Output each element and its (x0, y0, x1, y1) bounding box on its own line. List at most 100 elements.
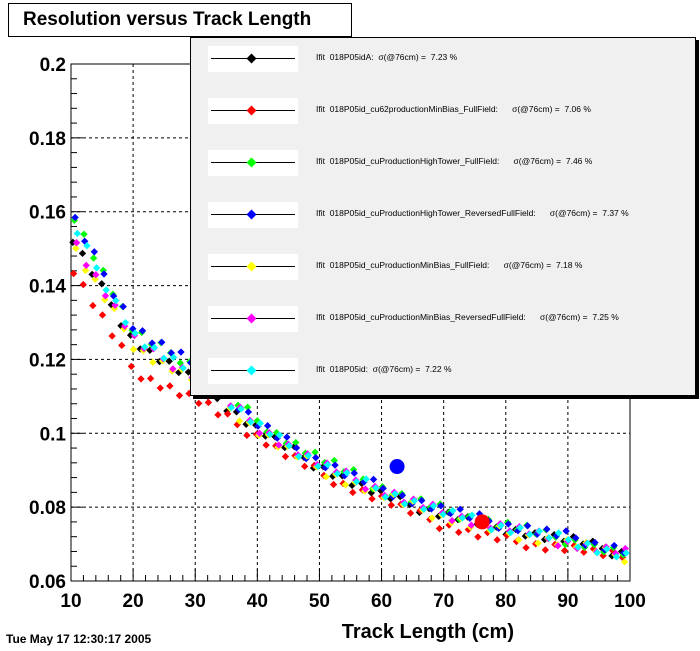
data-point (78, 249, 87, 258)
data-point (387, 501, 395, 509)
data-point (300, 462, 309, 471)
legend-swatch (208, 358, 298, 384)
data-point (331, 461, 339, 469)
legend-marker (246, 105, 257, 116)
data-point (368, 495, 376, 503)
data-point (179, 364, 187, 372)
data-point (474, 533, 482, 541)
data-point (410, 497, 418, 505)
data-point (80, 230, 88, 238)
y-tick-label: 0.08 (29, 498, 66, 519)
data-point (429, 502, 438, 510)
data-point (127, 362, 136, 371)
legend-label: Ifit 018P05id_cuProductionMinBias_Revers… (316, 312, 619, 322)
data-point (138, 327, 147, 335)
x-tick-label: 10 (60, 591, 81, 612)
data-point (71, 213, 79, 222)
data-point (398, 491, 407, 500)
legend-entry: Ifit 018P05id_cuProductionMinBias_Revers… (208, 306, 688, 332)
chart-legend: Ifit 018P05idA: σ(@76cm) = 7.23 % Ifit 01… (190, 37, 696, 396)
data-point (349, 488, 357, 497)
y-tick-label: 0.16 (29, 203, 66, 224)
data-point (275, 441, 283, 449)
data-point (169, 353, 178, 362)
data-point (281, 452, 290, 461)
data-point (214, 411, 222, 419)
data-point (150, 343, 159, 352)
data-point (156, 384, 164, 392)
data-point (112, 296, 120, 305)
chart-title-box: Resolution versus Track Length (8, 3, 352, 37)
data-point (323, 461, 332, 469)
data-point (448, 516, 456, 525)
legend-label: Ifit 018P05id_cuProductionHighTower_Full… (316, 156, 593, 166)
x-tick-label: 30 (185, 591, 206, 612)
data-point (141, 343, 149, 351)
data-point (330, 456, 338, 465)
data-point (131, 329, 139, 337)
data-point (574, 543, 582, 551)
legend-swatch (208, 306, 298, 332)
tick-marks (70, 78, 619, 582)
data-point (81, 266, 90, 275)
legend-swatch (208, 150, 298, 176)
data-point (458, 514, 467, 522)
data-point (439, 510, 447, 519)
legend-swatch (208, 46, 298, 72)
data-point (322, 473, 330, 481)
x-tick-label: 90 (557, 591, 578, 612)
data-point (329, 480, 338, 489)
data-point (435, 524, 444, 533)
data-point (391, 490, 399, 498)
data-point (175, 391, 184, 400)
data-point (137, 375, 145, 383)
data-point (333, 470, 341, 478)
data-point (283, 433, 291, 441)
data-point (361, 485, 370, 493)
data-point (610, 541, 618, 550)
highlight-point (389, 459, 405, 475)
data-point (418, 496, 426, 505)
data-point (449, 506, 457, 515)
data-point (129, 345, 138, 354)
data-point (526, 530, 534, 539)
data-point (73, 229, 82, 238)
x-tick-label: 40 (247, 591, 268, 612)
data-point (523, 522, 532, 530)
data-point (515, 536, 523, 544)
data-point (379, 484, 387, 493)
data-point (580, 548, 588, 556)
x-tick-label: 80 (495, 591, 516, 612)
data-point (534, 539, 542, 547)
data-point (603, 545, 611, 553)
data-point (468, 511, 476, 519)
data-point (235, 417, 244, 425)
x-tick-label: 70 (433, 591, 454, 612)
data-point (562, 527, 570, 535)
data-point (244, 408, 253, 416)
data-point (90, 248, 99, 256)
legend-swatch (208, 202, 298, 228)
y-tick-label: 0.12 (29, 350, 66, 371)
data-point (497, 521, 505, 530)
legend-marker (246, 313, 257, 324)
legend-entry: Ifit 018P05id_cuProductionHighTower_Reve… (208, 202, 688, 228)
data-point (295, 452, 303, 461)
data-point (119, 302, 127, 311)
data-point (543, 525, 551, 533)
data-point (455, 528, 463, 537)
timestamp-label: Tue May 17 12:30:17 2005 (6, 632, 152, 646)
data-point (456, 505, 464, 513)
data-point (314, 462, 322, 471)
data-point (312, 453, 320, 462)
chart-title: Resolution versus Track Length (23, 9, 312, 30)
data-point (593, 549, 601, 557)
data-point (369, 475, 378, 484)
data-point (535, 527, 544, 535)
data-point (516, 524, 524, 532)
legend-marker (246, 261, 257, 272)
legend-marker (246, 365, 257, 376)
legend-entry: Ifit 018P05id_cuProductionHighTower_Full… (208, 150, 688, 176)
data-point (204, 398, 213, 407)
highlight-point (474, 514, 490, 530)
